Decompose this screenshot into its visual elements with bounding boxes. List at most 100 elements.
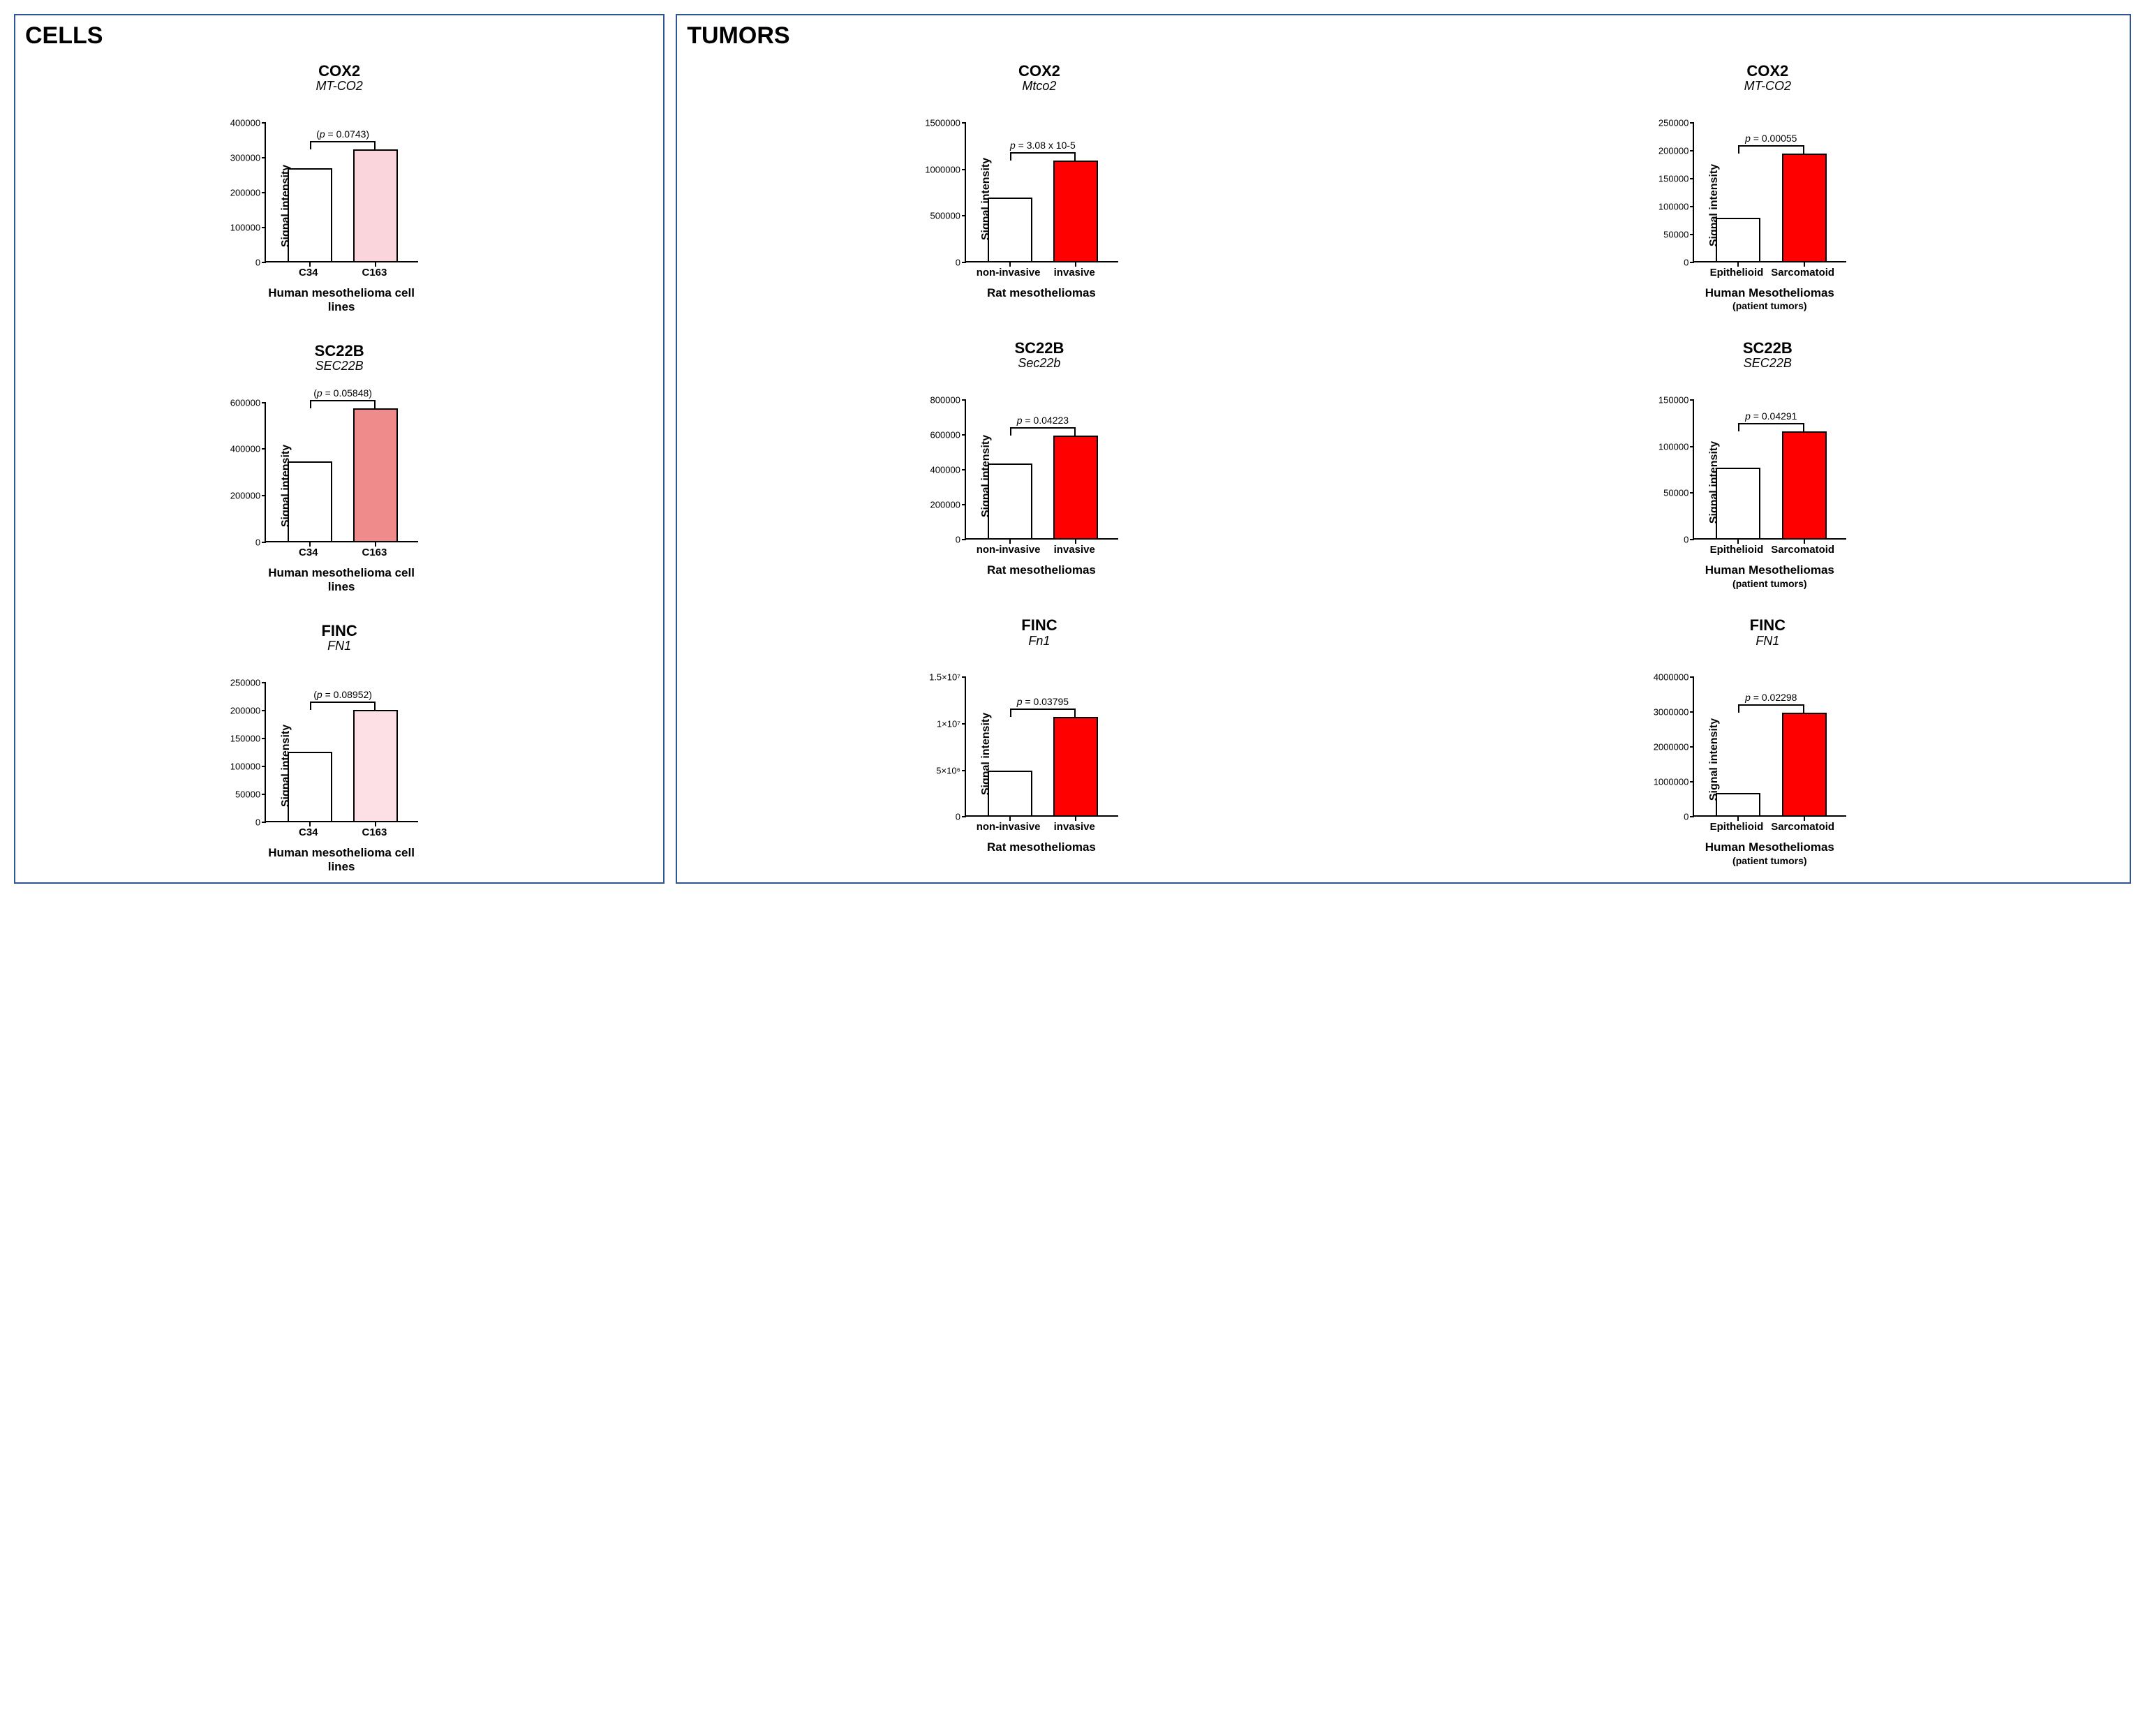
y-tick-label: 0 [956,535,960,544]
bracket-leg [1010,429,1011,436]
x-ticks: C34C163 [265,826,418,840]
plot-wrap: 050000010000001500000p = 3.08 x 10-5 [960,98,1118,262]
x-axis-label: Rat mesotheliomas [965,563,1118,577]
x-tick-label: C163 [362,267,387,279]
y-tick-label: 0 [1684,258,1688,267]
y-tick-mark [262,542,266,543]
p-suffix: = 3.08 x 10-5 [1016,140,1076,151]
x-axis-label: Human Mesotheliomas [1693,563,1846,577]
bar [1716,468,1760,538]
y-tick-label: 200000 [230,706,260,715]
chart-title: SC22B [315,343,364,359]
x-axis-label: Human mesothelioma cell lines [265,846,418,875]
y-tick-label: 1×10⁷ [937,719,960,728]
bar [1782,154,1827,261]
bar [288,461,332,540]
y-tick-label: 250000 [230,678,260,687]
y-tick-label: 400000 [930,466,960,475]
chart-subtitle: Fn1 [1021,635,1057,648]
x-tick-label: invasive [1054,544,1095,556]
p-bracket [1010,152,1076,154]
bracket-leg [1738,424,1739,431]
y-tick-label: 150000 [1658,396,1688,405]
x-ticks: EpithelioidSarcomatoid [1693,821,1846,835]
p-bracket [1010,709,1076,710]
y-tick-mark [962,262,966,263]
plot-area: p = 0.04291 [1693,400,1846,540]
x-ticks: EpithelioidSarcomatoid [1693,544,1846,558]
p-value-annotation: (p = 0.0743) [310,128,376,140]
y-tick-label: 150000 [230,734,260,743]
bar [1053,161,1098,261]
chart-header: FINCFn1 [1021,617,1057,648]
x-tick-label: Epithelioid [1710,544,1764,556]
bar [1782,713,1827,816]
chart-body: Signal intensity020000040000060000080000… [960,375,1118,577]
bar [353,408,398,541]
bar [988,198,1032,261]
plot-wrap: 0200000400000600000800000p = 0.04223 [960,375,1118,540]
panel-tumors: TUMORS COX2Mtco2Signal intensity05000001… [676,14,2131,884]
p-suffix: = 0.03795 [1023,696,1069,707]
chart-subtitle: FN1 [321,639,357,653]
chart-subtitle: Mtco2 [1018,80,1060,94]
chart-header: FINCFN1 [1750,617,1786,648]
y-tick-label: 200000 [1658,146,1688,155]
y-tick-label: 0 [255,258,260,267]
x-tick-label: C34 [299,826,318,838]
plot-area: (p = 0.08952) [265,683,418,822]
bracket-leg [1803,706,1804,713]
p-suffix: = 0.08952) [322,689,372,700]
x-tick-label: Epithelioid [1710,267,1764,279]
bar [1716,218,1760,261]
y-tick-label: 200000 [230,188,260,197]
y-tick-label: 100000 [1658,202,1688,211]
bracket-leg [310,703,311,710]
p-letter: p [320,128,325,140]
p-value-annotation: p = 0.04291 [1738,410,1804,422]
x-axis-label: Human mesothelioma cell lines [265,566,418,595]
bracket-leg [1074,154,1076,161]
chart-title: SC22B [1014,340,1064,357]
chart-body: Signal intensity050000100000150000p = 0.… [1688,375,1846,589]
chart-body: Signal intensity0200000400000600000(p = … [260,378,418,595]
y-tick-label: 0 [255,537,260,547]
chart-subtitle: Sec22b [1014,357,1064,371]
y-tick-label: 0 [956,813,960,822]
chart-subtitle: SEC22B [315,359,364,373]
grid-tumors: COX2Mtco2Signal intensity050000010000001… [685,63,2121,867]
bars-row [266,123,418,261]
chart-cells_finc: FINCFN1Signal intensity05000010000015000… [24,623,655,875]
panel-tumors-title: TUMORS [687,22,789,50]
chart-title: COX2 [1744,63,1791,80]
plot-wrap: 0200000400000600000(p = 0.05848) [260,378,418,542]
p-suffix: = 0.04223 [1023,415,1069,426]
plot-area: p = 0.00055 [1693,123,1846,262]
p-bracket [310,400,376,401]
y-tick-mark [1690,539,1694,540]
chart-body: Signal intensity05×10⁶1×10⁷1.5×10⁷p = 0.… [960,652,1118,854]
chart-title: FINC [1750,617,1786,634]
bar [288,752,332,820]
chart-title: FINC [321,623,357,639]
y-tick-label: 200000 [930,500,960,510]
y-tick-label: 1000000 [1654,778,1689,787]
plot-wrap: 050000100000150000200000250000(p = 0.089… [260,658,418,822]
chart-header: FINCFN1 [321,623,357,653]
p-bracket [310,702,376,703]
p-bracket [1738,704,1804,706]
p-letter: p [1017,696,1023,707]
chart-header: SC22BSEC22B [315,343,364,373]
p-suffix: = 0.02298 [1751,692,1797,703]
p-value-annotation: p = 0.02298 [1738,692,1804,703]
y-tick-label: 100000 [230,762,260,771]
chart-human_sc22b: SC22BSEC22BSignal intensity0500001000001… [1414,340,2121,589]
p-value-annotation: p = 0.03795 [1010,696,1076,707]
x-ticks: EpithelioidSarcomatoid [1693,267,1846,281]
x-axis-label: Human Mesotheliomas [1693,840,1846,854]
bar [1716,793,1760,815]
chart-cells_cox2: COX2MT-CO2Signal intensity01000002000003… [24,63,655,315]
y-tick-label: 250000 [1658,118,1688,127]
chart-body: Signal intensity050000100000150000200000… [1688,98,1846,312]
plot-wrap: 01000000200000030000004000000p = 0.02298 [1688,652,1846,817]
